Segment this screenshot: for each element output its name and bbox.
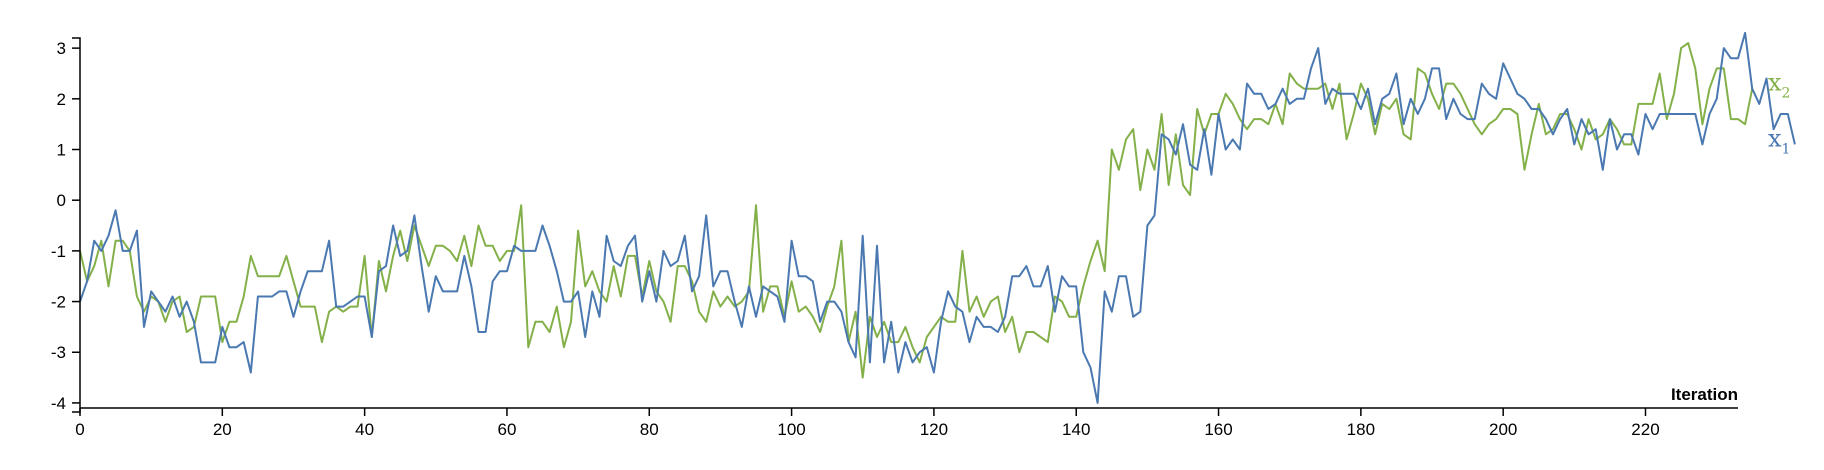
y-axis-line <box>72 37 81 413</box>
y-tick-label: -4 <box>51 394 66 413</box>
y-tick-label: 3 <box>57 39 66 58</box>
x-tick-label: 140 <box>1062 420 1090 439</box>
plot-area <box>79 31 1796 404</box>
y-tick-label: 0 <box>57 191 66 210</box>
x-tick-label: 20 <box>213 420 232 439</box>
x-tick-label: 40 <box>355 420 374 439</box>
y-tick-label: 1 <box>57 141 66 160</box>
y-tick-label: -1 <box>51 242 66 261</box>
x-tick-label: 160 <box>1204 420 1232 439</box>
x-tick-label: 0 <box>75 420 84 439</box>
y-axis: -4 -3 -2 -1 0 1 2 3 <box>51 37 81 413</box>
legend-label-x1: x1 <box>1768 124 1790 157</box>
x-axis: 0 20 40 60 80 100 120 140 160 180 200 220 <box>75 407 1738 439</box>
x-tick-label: 80 <box>640 420 659 439</box>
x-tick-label: 200 <box>1489 420 1517 439</box>
legend-label-x2: x2 <box>1768 69 1790 102</box>
series-line-x1 <box>79 31 1796 404</box>
y-tick-label: -2 <box>51 293 66 312</box>
legend: x2 x1 <box>1768 69 1790 158</box>
x-axis-title: Iteration <box>1671 385 1738 404</box>
x-tick-label: 180 <box>1347 420 1375 439</box>
x-tick-label: 100 <box>777 420 805 439</box>
x-tick-label: 120 <box>920 420 948 439</box>
x-tick-label: 220 <box>1631 420 1659 439</box>
y-tick-label: -3 <box>51 343 66 362</box>
x-tick-label: 60 <box>497 420 516 439</box>
y-tick-label: 2 <box>57 90 66 109</box>
series-line-x2 <box>79 42 1754 379</box>
